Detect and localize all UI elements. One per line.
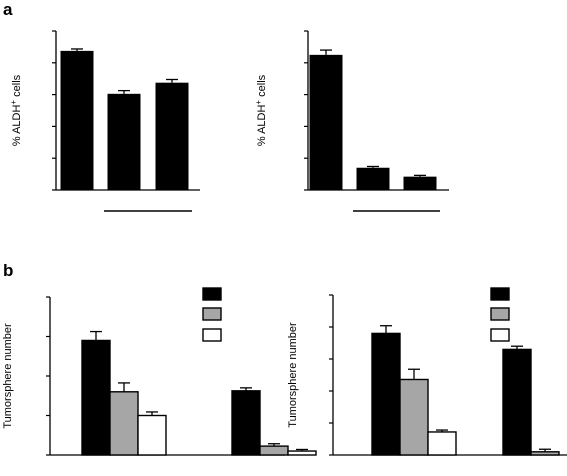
bar xyxy=(109,391,139,456)
panel-label-a: a xyxy=(3,0,13,19)
bar xyxy=(231,390,261,456)
legend-swatch xyxy=(490,328,510,342)
bar xyxy=(356,167,390,190)
y-axis-label-part: % ALDH xyxy=(256,105,268,147)
legend-swatch xyxy=(202,287,222,301)
bar xyxy=(371,332,401,456)
bar xyxy=(530,451,560,456)
y-axis-label-part: cells xyxy=(256,74,268,100)
bar xyxy=(137,414,167,456)
y-axis-label: Tumorsphere number xyxy=(2,323,14,429)
bar xyxy=(81,339,111,456)
bar xyxy=(107,93,141,190)
bar xyxy=(427,431,457,456)
y-axis-label: % ALDH+ cells xyxy=(9,74,24,146)
legend-swatch xyxy=(490,287,510,301)
y-axis-label-part: cells xyxy=(11,74,23,100)
y-axis-label: Tumorsphere number xyxy=(287,322,299,428)
bar xyxy=(155,82,189,190)
y-axis-label-part: + xyxy=(9,100,18,105)
y-axis-label-part: + xyxy=(254,100,263,105)
bar xyxy=(287,450,317,456)
bar xyxy=(60,50,94,190)
panel-label-b: b xyxy=(3,261,13,280)
legend-swatch xyxy=(490,307,510,321)
bar xyxy=(502,348,532,456)
bar xyxy=(259,445,289,456)
legend-swatch xyxy=(202,328,222,342)
y-axis-label: % ALDH+ cells xyxy=(254,74,269,146)
y-axis-label-part: % ALDH xyxy=(11,105,23,147)
bar xyxy=(399,378,429,456)
bar xyxy=(309,54,343,190)
legend-swatch xyxy=(202,307,222,321)
bar xyxy=(403,176,437,190)
